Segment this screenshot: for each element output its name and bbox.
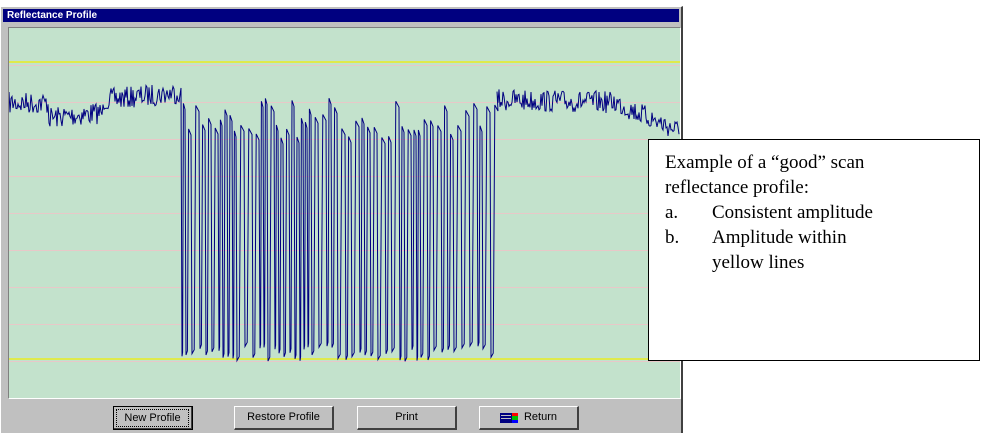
reflectance-trace <box>9 83 680 363</box>
annotation-marker-b: b. <box>665 227 680 248</box>
plot-grid <box>9 65 680 362</box>
title-bar: Reflectance Profile <box>3 9 679 22</box>
print-button[interactable]: Print <box>357 406 457 430</box>
return-icon <box>499 411 520 424</box>
annotation-callout: Example of a “good” scan reflectance pro… <box>648 139 980 361</box>
annotation-marker-a: a. <box>665 202 679 223</box>
new-profile-label: New Profile <box>116 409 189 427</box>
restore-profile-button[interactable]: Restore Profile <box>234 406 334 430</box>
annotation-line-2: reflectance profile: <box>665 177 809 198</box>
annotation-line-1: Example of a “good” scan <box>665 152 865 173</box>
annotation-continuation: yellow lines <box>712 252 805 273</box>
annotation-item-b: b. Amplitude within <box>665 225 979 250</box>
annotation-text-a: Consistent amplitude <box>712 202 873 223</box>
restore-profile-label: Restore Profile <box>247 411 320 423</box>
window-title: Reflectance Profile <box>7 10 98 21</box>
new-profile-button[interactable]: New Profile <box>113 406 193 430</box>
annotation-text-b: Amplitude within <box>712 227 847 248</box>
reflectance-plot <box>8 27 681 399</box>
print-label: Print <box>395 411 418 423</box>
return-button[interactable]: Return <box>479 406 579 430</box>
return-label: Return <box>523 411 558 423</box>
reflectance-plot-svg <box>9 61 680 363</box>
annotation-item-a: a. Consistent amplitude <box>665 200 979 225</box>
button-bar: New Profile Restore Profile Print Return <box>1 399 682 434</box>
reflectance-profile-window: Reflectance Profile New Profile Restore … <box>0 6 683 433</box>
